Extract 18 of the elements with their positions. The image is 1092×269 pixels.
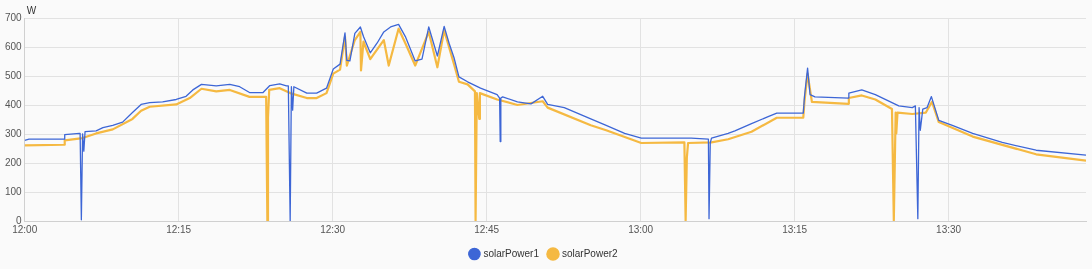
- x-tick-label: 12:00: [12, 223, 38, 235]
- x-tick-label: 13:15: [782, 223, 808, 235]
- y-tick-label: 0: [16, 214, 23, 226]
- y-tick-label: 200: [5, 156, 23, 168]
- y-tick-label: 500: [5, 69, 23, 81]
- y-tick-label: 300: [5, 127, 23, 139]
- y-tick-label: 100: [5, 185, 23, 197]
- legend-label: solarPower2: [562, 247, 619, 259]
- x-tick-label: 13:30: [936, 223, 962, 235]
- y-axis-title: W: [26, 4, 37, 16]
- x-tick-label: 12:30: [320, 223, 346, 235]
- y-tick-label: 700: [5, 11, 23, 23]
- y-tick-label: 400: [5, 98, 23, 110]
- y-tick-label: 600: [5, 40, 23, 52]
- x-tick-label: 12:15: [166, 223, 192, 235]
- x-tick-label: 13:00: [628, 223, 654, 235]
- legend-label: solarPower1: [483, 247, 540, 259]
- x-tick-label: 12:45: [474, 223, 500, 235]
